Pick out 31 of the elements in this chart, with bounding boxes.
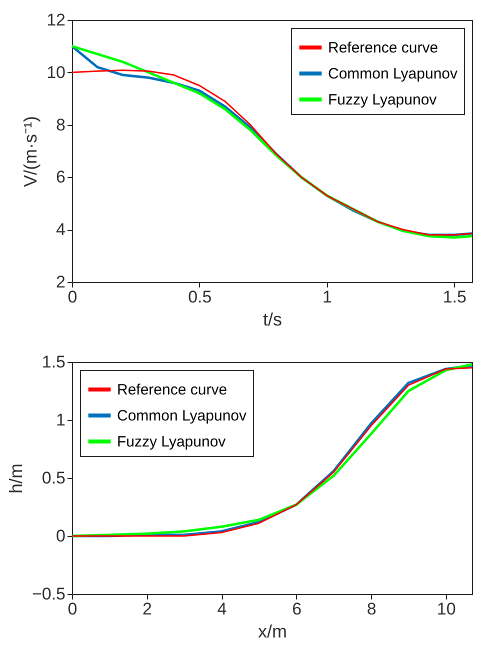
y-axis-title: V/(m·s⁻¹) <box>20 116 41 187</box>
legend-label: Common Lyapunov <box>328 66 458 82</box>
y-tick-label: 12 <box>46 10 66 30</box>
legend-label: Fuzzy Lyapunov <box>117 434 226 450</box>
x-tick-label: 1 <box>322 288 332 306</box>
y-axis-title: h/m <box>6 463 26 494</box>
x-tick-label: 0 <box>68 600 78 618</box>
x-tick-label: 0 <box>68 288 78 306</box>
x-axis-title: x/m <box>258 622 287 642</box>
x-tick-label: 2 <box>142 600 152 618</box>
legend-label: Reference curve <box>328 40 438 56</box>
y-tick-label: 2 <box>56 272 66 292</box>
y-tick-label: 8 <box>56 115 66 134</box>
x-tick-label: 8 <box>366 600 376 618</box>
y-tick-label: 1.5 <box>42 352 66 372</box>
y-tick-label: 10 <box>46 62 66 82</box>
x-axis-title: t/s <box>262 310 282 330</box>
x-tick-label: 1.5 <box>442 288 466 306</box>
y-tick-label: 6 <box>56 168 66 187</box>
y-tick-label: 0.5 <box>42 468 66 488</box>
x-tick-label: 6 <box>292 600 302 618</box>
x-tick-label: 10 <box>436 600 456 618</box>
y-tick-label: 4 <box>56 220 66 240</box>
legend-label: Reference curve <box>117 382 228 398</box>
x-tick-label: 0.5 <box>188 288 212 306</box>
legend-label: Common Lyapunov <box>117 408 248 424</box>
y-tick-label: 0 <box>56 526 66 546</box>
y-tick-label: 1 <box>56 410 66 430</box>
y-tick-label: −0.5 <box>32 584 66 604</box>
x-tick-label: 4 <box>217 600 227 618</box>
legend-label: Fuzzy Lyapunov <box>328 92 438 108</box>
